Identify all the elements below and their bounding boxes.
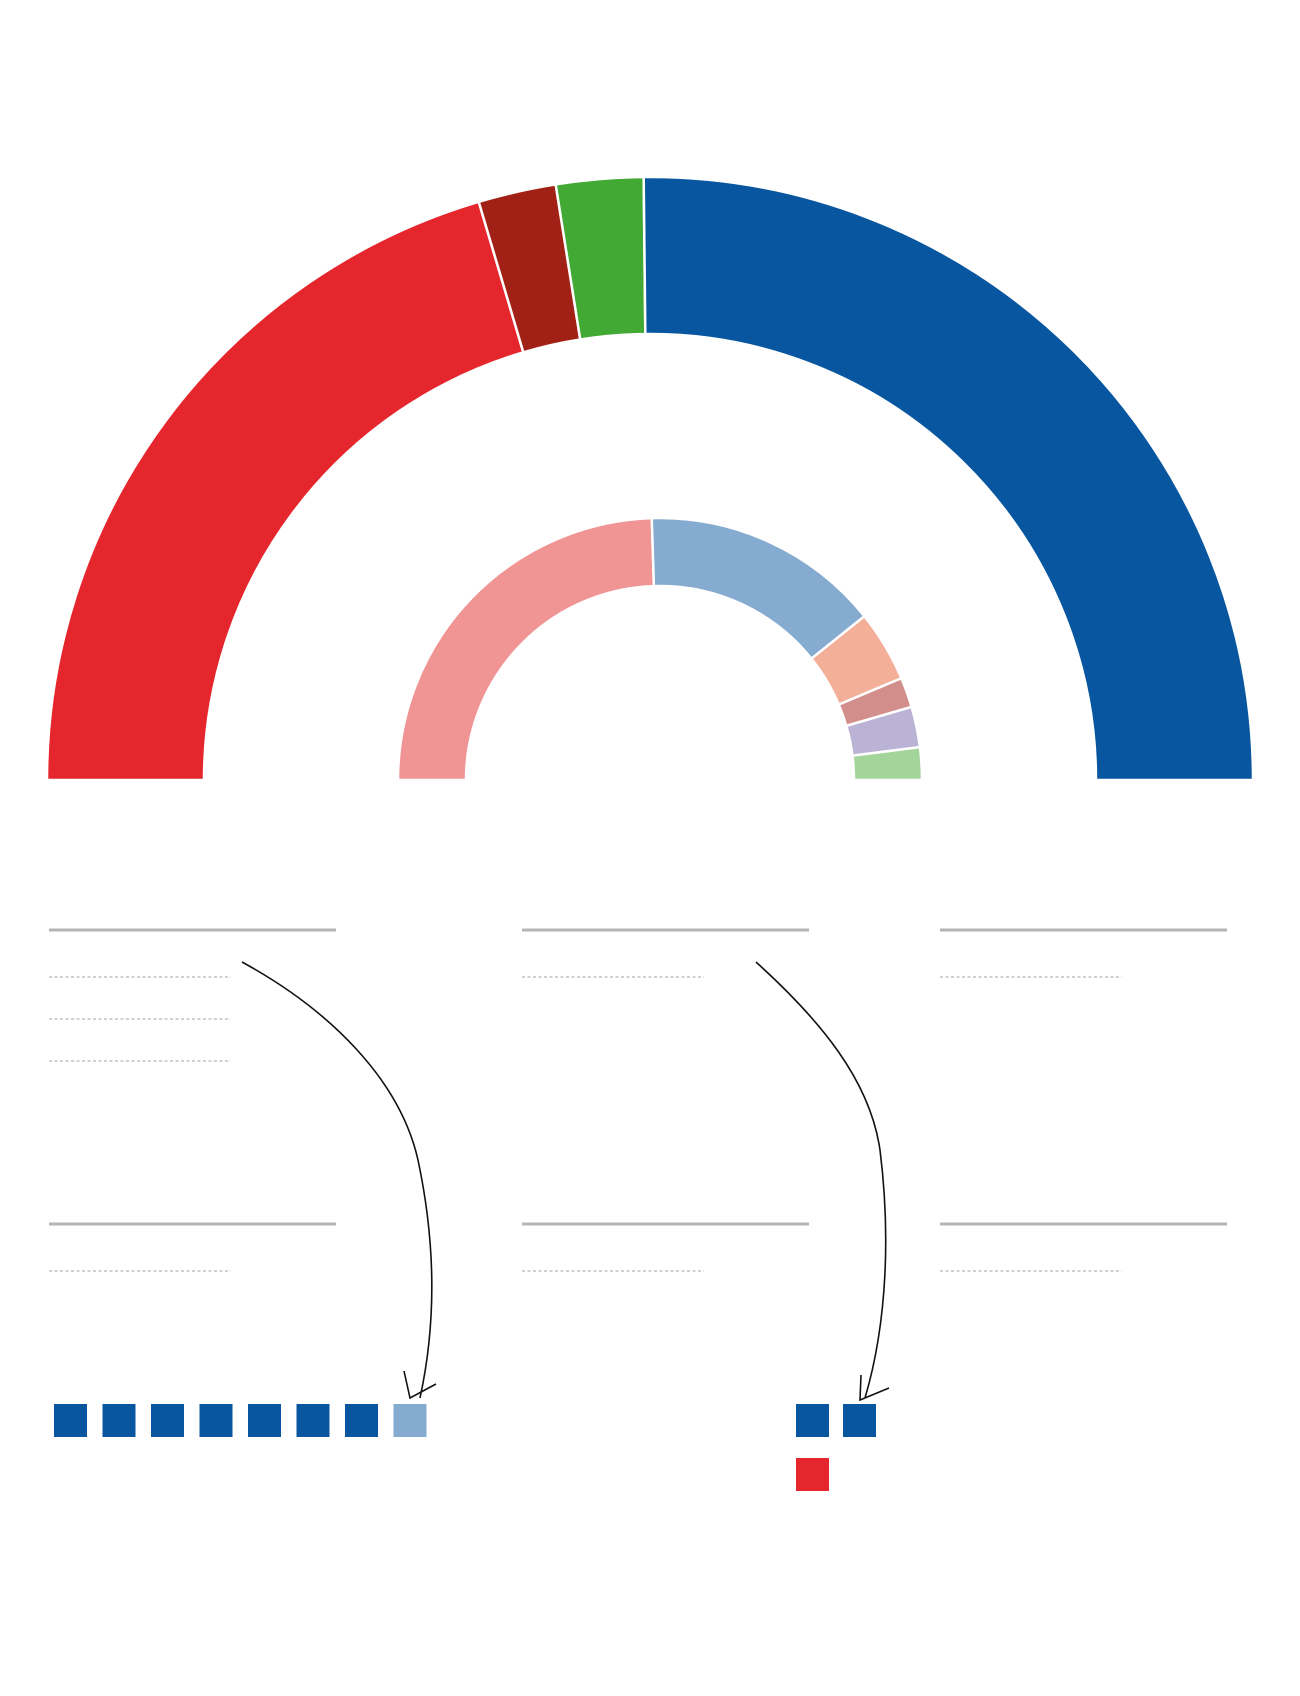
seat-block-right-2-1 (796, 1458, 829, 1491)
seat-block-left-1-4 (199, 1404, 233, 1437)
inner-slice-1 (396, 516, 656, 782)
inner-semicircle-donut (396, 516, 924, 782)
seat-block-left-1-7 (345, 1404, 378, 1437)
arrow-right (755, 961, 887, 1399)
outer-semicircle-donut (45, 175, 1255, 782)
seat-block-left-1-8 (393, 1404, 427, 1437)
annotation-arrows (241, 961, 890, 1402)
seat-blocks (54, 1404, 876, 1491)
seat-block-left-1-5 (248, 1404, 281, 1437)
inner-slice-2 (650, 516, 867, 661)
seat-block-left-1-1 (54, 1404, 87, 1437)
seat-block-left-1-2 (102, 1404, 136, 1437)
outer-slice-4 (642, 175, 1255, 782)
inner-slice-6 (851, 745, 924, 782)
seat-block-right-1-2 (843, 1404, 876, 1437)
arrow-left-head (403, 1370, 437, 1400)
outer-slice-1 (45, 200, 525, 782)
arrow-right-head (859, 1374, 890, 1402)
seat-block-right-1-1 (796, 1404, 829, 1437)
arrow-left (241, 961, 433, 1399)
seat-block-left-1-6 (296, 1404, 330, 1437)
seat-block-left-1-3 (151, 1404, 184, 1437)
legend-panels (49, 928, 1227, 1272)
